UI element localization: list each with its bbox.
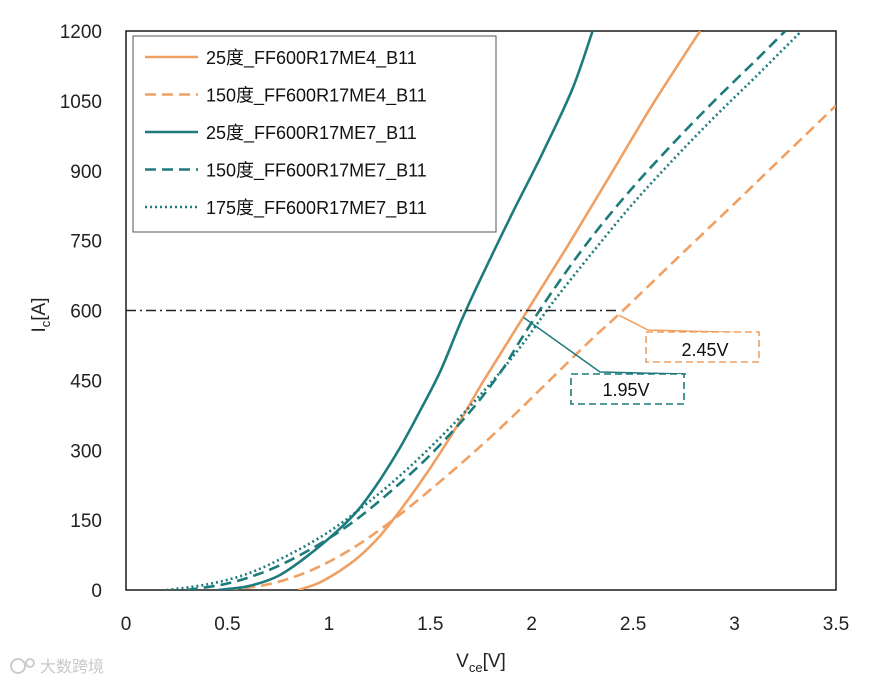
x-tick-label: 0.5: [214, 614, 240, 635]
watermark-logo-icon: [10, 658, 26, 674]
legend-label-4: 150度_FF600R17ME7_B11: [206, 161, 427, 182]
series-line-5: [166, 31, 803, 590]
series-line-2: [227, 104, 836, 590]
y-tick-label: 300: [70, 441, 102, 462]
x-tick-label: 3.5: [823, 614, 849, 635]
legend-label-3: 25度_FF600R17ME7_B11: [206, 123, 417, 144]
x-tick-label: 2: [526, 614, 537, 635]
x-tick-label: 1: [324, 614, 335, 635]
legend-label-1: 25度_FF600R17ME4_B11: [206, 48, 417, 69]
x-tick-label: 3: [729, 614, 740, 635]
series-group: [166, 31, 836, 590]
y-tick-label: 450: [70, 371, 102, 392]
y-tick-label: 0: [91, 581, 102, 602]
series-line-3: [217, 31, 594, 590]
y-axis-label: Ic[A]: [29, 297, 53, 332]
annotations-group: 2.45V 1.95V: [523, 314, 760, 405]
legend-box: [132, 35, 497, 233]
x-axis-label-sub: ce: [469, 660, 483, 675]
y-tick-label: 1050: [60, 92, 102, 113]
y-tick-label: 1200: [60, 22, 102, 43]
callout-label-2-45v: 2.45V: [681, 340, 728, 360]
x-axis-label-main: V: [456, 651, 469, 672]
watermark-text: 大数跨境: [40, 657, 104, 676]
x-tick-label: 2.5: [620, 614, 646, 635]
y-tick-label: 900: [70, 162, 102, 183]
callout-box-1-95v: [570, 373, 685, 405]
y-axis-label-main: I: [29, 327, 50, 332]
x-tick-label: 1.5: [417, 614, 443, 635]
y-tick-label: 600: [70, 302, 102, 323]
legend-label-2: 150度_FF600R17ME4_B11: [206, 86, 427, 107]
x-tick-label: 0: [121, 614, 132, 635]
y-tick-label: 150: [70, 511, 102, 532]
watermark: 大数跨境: [10, 657, 104, 676]
y-tick-label: 750: [70, 232, 102, 253]
x-axis-label: Vce[V]: [456, 651, 506, 675]
callout-box-2-45v: [645, 331, 760, 363]
watermark-logo-icon-dot: [25, 658, 35, 668]
legend-label-5: 175度_FF600R17ME7_B11: [206, 198, 427, 219]
y-axis-label-sub: c: [38, 320, 53, 327]
series-line-1: [297, 31, 702, 590]
callout-label-1-95v: 1.95V: [602, 380, 649, 400]
y-axis-label-unit: [A]: [29, 297, 50, 320]
axis-ticks: 0 0.5 1 1.5 2 2.5 3 3.5 0 150 300 450 600 750 900 1050 1…: [60, 22, 849, 635]
callout-leader-1-95v: [523, 316, 687, 375]
callout-leader-2-45v: [618, 314, 760, 334]
x-axis-label-unit: [V]: [483, 651, 506, 672]
legend: 25度_FF600R17ME4_B11 150度_FF600R17ME4_B11 2…: [132, 35, 497, 233]
